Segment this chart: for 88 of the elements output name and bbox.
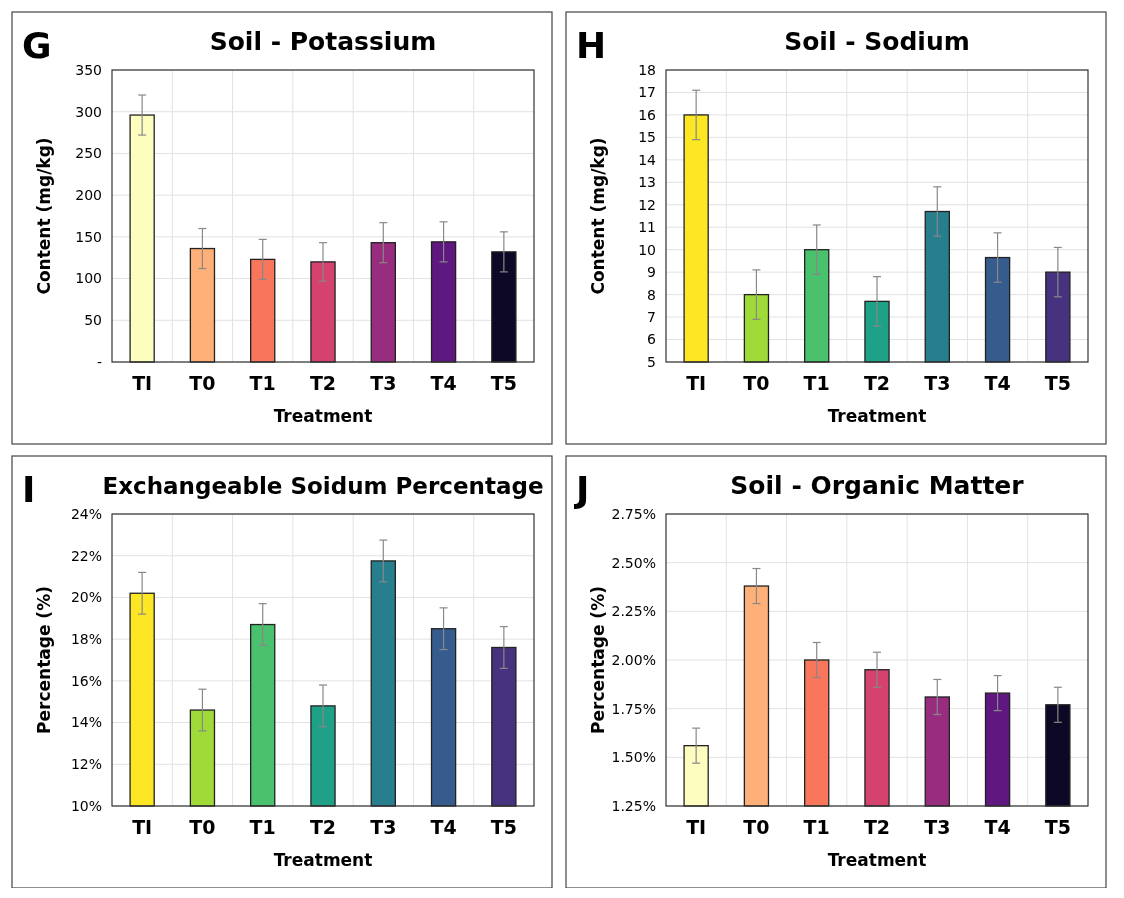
x-tick-label: T5 <box>1044 816 1071 838</box>
y-tick-label: 10% <box>70 797 102 814</box>
y-tick-label: 16% <box>70 672 102 689</box>
y-tick-label: 100 <box>75 270 102 287</box>
x-tick-label: TI <box>132 816 153 838</box>
x-tick-label: T1 <box>249 372 276 394</box>
y-tick-label: 150 <box>75 228 102 245</box>
x-tick-label: TI <box>686 372 707 394</box>
y-tick-label: 17 <box>638 84 656 101</box>
y-tick-label: 1.25% <box>611 797 656 814</box>
y-tick-label: 2.00% <box>611 651 656 668</box>
y-tick-label: 250 <box>75 145 102 162</box>
y-tick-label: 200 <box>75 187 102 204</box>
bar <box>370 242 396 363</box>
x-tick-label: T4 <box>984 372 1011 394</box>
y-tick-label: 14 <box>638 151 657 168</box>
chart-title: Soil - Sodium <box>784 27 970 56</box>
text: J <box>573 469 590 510</box>
x-tick-label: T4 <box>984 816 1011 838</box>
x-axis-title: Treatment <box>827 406 927 426</box>
y-axis-title: Percentage (%) <box>34 586 54 734</box>
x-tick-label: T3 <box>370 372 397 394</box>
y-tick-label: 300 <box>75 103 102 120</box>
bar <box>129 114 155 363</box>
x-tick-label: T1 <box>249 816 276 838</box>
x-tick-label: T3 <box>924 816 951 838</box>
y-tick-label: 20% <box>70 589 102 606</box>
chart-title: Soil - Potassium <box>209 27 437 56</box>
y-axis-title: Content (mg/kg) <box>588 137 608 295</box>
x-tick-label: T0 <box>189 372 216 394</box>
y-tick-label: 6 <box>647 331 657 348</box>
text: G <box>22 25 52 66</box>
bar <box>430 241 457 363</box>
x-tick-label: T5 <box>490 816 517 838</box>
x-axis-title: Treatment <box>827 850 927 870</box>
y-tick-label: 9 <box>647 264 656 281</box>
x-tick-label: T2 <box>863 816 891 838</box>
y-tick-label: 18 <box>638 61 656 78</box>
y-tick-label: 2.25% <box>611 603 656 620</box>
x-tick-label: T5 <box>1044 372 1071 394</box>
y-tick-label: 1.75% <box>611 700 656 717</box>
x-tick-label: T2 <box>309 372 337 394</box>
y-tick-label: 18% <box>70 631 102 648</box>
bar <box>310 261 336 363</box>
x-tick-label: T2 <box>309 816 337 838</box>
text: I <box>22 469 36 510</box>
x-axis-title: Treatment <box>273 406 373 426</box>
y-tick-label: 7 <box>647 308 656 325</box>
y-tick-label: 10 <box>638 241 656 258</box>
y-tick-label: 11 <box>638 219 656 236</box>
x-tick-label: T4 <box>430 372 457 394</box>
chart-title: Soil - Organic Matter <box>730 471 1025 500</box>
y-tick-label: 50 <box>84 312 102 329</box>
x-tick-label: T0 <box>743 372 770 394</box>
x-tick-label: T3 <box>924 372 951 394</box>
bar <box>189 247 216 363</box>
y-tick-label: 2.75% <box>611 505 656 522</box>
x-tick-label: T1 <box>803 372 830 394</box>
x-tick-label: T4 <box>430 816 457 838</box>
y-tick-label: 13 <box>638 174 656 191</box>
y-tick-label: 22% <box>70 547 102 564</box>
x-tick-label: TI <box>686 816 707 838</box>
y-tick-label: - <box>96 353 102 370</box>
x-tick-label: T1 <box>803 816 830 838</box>
y-tick-label: 12% <box>70 756 102 773</box>
y-axis-title: Content (mg/kg) <box>34 137 54 295</box>
x-tick-label: T2 <box>863 372 891 394</box>
y-tick-label: 8 <box>647 286 656 303</box>
y-tick-label: 16 <box>638 106 657 123</box>
y-axis-title: Percentage (%) <box>588 586 608 734</box>
x-tick-label: T0 <box>189 816 216 838</box>
y-tick-label: 15 <box>638 129 656 146</box>
y-tick-label: 12 <box>638 196 656 213</box>
x-tick-label: TI <box>132 372 153 394</box>
y-tick-label: 2.50% <box>611 554 656 571</box>
x-tick-label: T3 <box>370 816 397 838</box>
y-tick-label: 1.50% <box>611 749 656 766</box>
y-tick-label: 5 <box>647 353 656 370</box>
chart-title: Exchangeable Soidum Percentage <box>102 473 544 499</box>
text: H <box>576 25 607 66</box>
x-tick-label: T0 <box>743 816 770 838</box>
y-tick-label: 24% <box>70 505 102 522</box>
bar <box>250 258 276 363</box>
x-axis-title: Treatment <box>273 850 373 870</box>
x-tick-label: T5 <box>490 372 517 394</box>
bar <box>491 251 517 363</box>
y-tick-label: 350 <box>75 61 102 78</box>
y-tick-label: 14% <box>70 714 102 731</box>
